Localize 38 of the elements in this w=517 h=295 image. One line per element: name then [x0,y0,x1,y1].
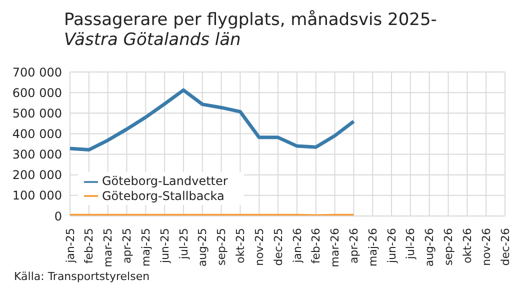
x-tick-label: nov-25 [252,228,266,266]
x-tick-label: jul-26 [404,228,418,260]
y-tick-label: 400 000 [12,126,62,141]
x-tick-label: mar-26 [328,228,342,268]
line-series [68,88,356,152]
chart-subtitle: Västra Götalands län [64,30,242,50]
y-tick-label: 300 000 [12,148,62,162]
x-tick-label: maj-25 [139,228,152,266]
y-tick-label: 200 000 [12,168,62,182]
x-tick-label: aug-25 [196,228,210,267]
x-tick-label: jan-25 [64,228,77,264]
x-tick-label: maj-26 [366,228,380,266]
x-tick-label: apr-26 [348,228,361,264]
x-tick-label: apr-25 [120,228,134,264]
y-tick-label: 0 [54,209,62,224]
x-tick-label: jun-26 [385,228,398,264]
x-tick-label: sep-26 [442,228,456,266]
x-tick-label: sep-25 [215,228,228,266]
x-tick-label: dec-26 [498,228,512,266]
y-tick-label: 500 000 [12,106,62,120]
x-tick-label: okt-25 [234,228,248,264]
x-tick-label: dec-25 [272,228,285,266]
x-tick-label: okt-26 [460,228,474,264]
x-tick-label: jun-25 [158,228,172,264]
y-tick-label: 600 000 [12,86,62,100]
x-tick-label: jul-25 [177,228,190,260]
x-tick-label: jan-26 [290,228,304,264]
x-tick-label: nov-26 [480,228,493,266]
y-tick-label: 100 000 [12,188,62,203]
x-tick-label: aug-26 [423,228,436,267]
x-tick-label: mar-25 [102,228,115,268]
y-tick-label: 700 000 [12,65,62,80]
x-tick-label: feb-25 [82,228,96,264]
legend-label: Göteborg-Stallbacka [102,188,224,203]
legend-label: Göteborg-Landvetter [102,174,228,188]
x-tick-label: feb-26 [310,228,323,264]
text: Källa: Transportstyrelsen [14,270,150,283]
chart-title: Passagerare per flygplats, månadsvis 2025- [64,10,437,30]
